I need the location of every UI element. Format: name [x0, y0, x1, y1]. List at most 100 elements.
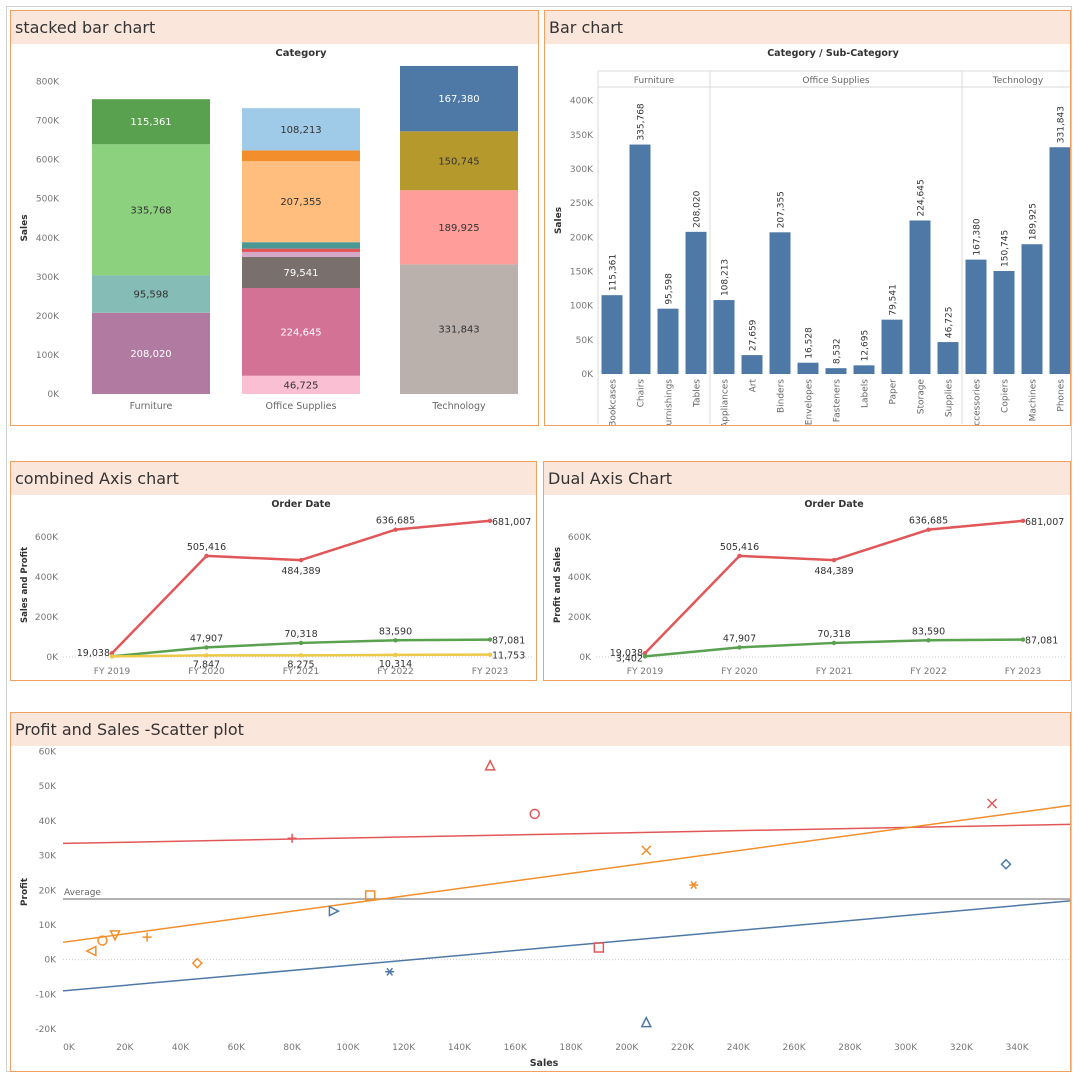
data-point	[831, 640, 837, 646]
data-point	[1020, 518, 1026, 523]
x-tick-label: 100K	[336, 1043, 360, 1053]
y-tick-label: 200K	[36, 312, 60, 322]
bar-segment-tables	[92, 312, 210, 394]
data-label: 19,038	[77, 648, 110, 659]
data-label: 83,590	[912, 626, 945, 637]
y-tick-label: 0K	[581, 370, 594, 380]
bar-segment-labels	[242, 251, 360, 257]
scatter-point-triangle-down	[109, 930, 121, 942]
column-header: Category	[275, 48, 327, 59]
data-point	[298, 640, 304, 646]
data-point	[642, 650, 648, 656]
bar-segment-appliances	[242, 108, 360, 151]
y-tick-label: 150K	[570, 268, 594, 278]
y-tick-label: 0K	[46, 653, 59, 663]
bar-chart-panel: Bar chart Category / Sub-Category Sales 0K…	[544, 10, 1071, 426]
data-point	[393, 638, 398, 643]
y-axis-label: Sales and Profit	[20, 547, 30, 623]
bar-segment-chairs	[92, 144, 210, 276]
x-tick-label-labels: Labels	[861, 379, 871, 408]
data-label: 189,925	[1029, 203, 1039, 240]
x-tick-label: 40K	[172, 1043, 190, 1053]
scatter-point-circle	[97, 935, 108, 946]
bar-art	[741, 355, 763, 374]
data-label: 115,361	[130, 117, 171, 128]
data-label: 47,907	[723, 633, 756, 644]
average-label: Average	[64, 888, 101, 898]
y-tick-label: 500K	[36, 195, 60, 205]
data-label: 681,007	[1025, 517, 1064, 528]
bar-segment-storage	[242, 288, 360, 376]
data-point	[109, 650, 115, 656]
data-label: 11,753	[492, 651, 525, 662]
stacked-bar-panel: stacked bar chart Category 0K 100K 200K 300K…	[10, 10, 539, 426]
data-point	[1020, 637, 1026, 642]
x-tick-label: 300K	[894, 1043, 918, 1053]
data-label: 335,768	[130, 205, 171, 216]
data-point	[926, 527, 931, 532]
data-label: 224,645	[917, 179, 927, 216]
data-label: 8,532	[833, 338, 843, 364]
y-tick-label: 300K	[36, 273, 60, 283]
y-tick-label: 0K	[579, 653, 592, 663]
x-axis-label: Sales	[530, 1058, 559, 1069]
scatter-point-asterisk	[689, 881, 699, 890]
data-point	[298, 653, 304, 658]
y-tick-label: 600K	[568, 533, 592, 543]
y-axis-label: Profit and Sales	[553, 547, 563, 623]
y-tick-label: 400K	[36, 234, 60, 244]
data-label: 16,528	[805, 327, 815, 359]
x-tick-label: 280K	[838, 1043, 862, 1053]
scatter-point-square	[364, 890, 376, 901]
x-tick-label: FY 2020	[721, 667, 758, 677]
x-tick-label-phones: Phones	[1057, 379, 1067, 412]
scatter-point-asterisk	[385, 967, 395, 976]
data-label: 8,275	[287, 659, 314, 670]
data-label: 484,389	[281, 566, 320, 577]
data-label: 46,725	[284, 380, 319, 391]
bar-fasteners	[825, 368, 847, 374]
bar-envelopes	[797, 362, 819, 374]
x-tick-label: FY 2019	[627, 667, 664, 677]
x-tick-label-chairs: Chairs	[637, 379, 647, 408]
x-tick-label-envelopes: Envelopes	[805, 379, 815, 426]
bar-segment-binders	[242, 161, 360, 243]
data-label: 115,361	[609, 254, 619, 291]
x-tick-label: FY 2019	[94, 667, 131, 677]
y-tick-label: 200K	[570, 233, 594, 243]
data-label: 681,007	[492, 517, 531, 528]
data-point	[487, 518, 493, 523]
y-tick-label: 100K	[36, 351, 60, 361]
scatter-point-triangle	[640, 1015, 652, 1028]
x-tick-label: 260K	[783, 1043, 807, 1053]
scatter-point-plus	[142, 932, 152, 942]
x-tick-label: FY 2022	[377, 667, 413, 677]
x-tick-label: 60K	[228, 1043, 246, 1053]
y-tick-label: 100K	[570, 302, 594, 312]
x-tick-label: FY 2021	[283, 667, 319, 677]
group-label-office-supplies: Office Supplies	[802, 76, 870, 86]
data-point	[831, 557, 837, 563]
scatter-panel: Profit and Sales -Scatter plot -20K -10K 0…	[10, 712, 1071, 1072]
x-tick-label: 320K	[950, 1043, 974, 1053]
scatter-point-cross	[987, 798, 998, 809]
data-label: 47,907	[190, 633, 223, 644]
bar-chairs	[629, 144, 651, 374]
bar-segment-bookcases	[92, 99, 210, 145]
x-tick-label: 220K	[671, 1043, 695, 1053]
combined-axis-title: combined Axis chart	[11, 462, 536, 495]
x-tick-label: 240K	[727, 1043, 751, 1053]
x-tick-label-accessories: Accessories	[973, 379, 983, 426]
data-label: 331,843	[438, 325, 479, 336]
x-tick-label-appliances: Appliances	[721, 379, 731, 426]
y-tick-label: -20K	[35, 1025, 57, 1035]
x-tick-label: FY 2023	[472, 667, 508, 677]
scatter-title: Profit and Sales -Scatter plot	[11, 713, 1070, 746]
data-point	[204, 553, 209, 559]
y-tick-label: 300K	[570, 165, 594, 175]
bar-tables	[685, 231, 707, 374]
y-tick-label: 60K	[39, 747, 57, 757]
x-tick-label-bookcases: Bookcases	[609, 379, 619, 426]
y-tick-label: 50K	[576, 336, 594, 346]
bar-segment-accessories	[400, 65, 518, 132]
